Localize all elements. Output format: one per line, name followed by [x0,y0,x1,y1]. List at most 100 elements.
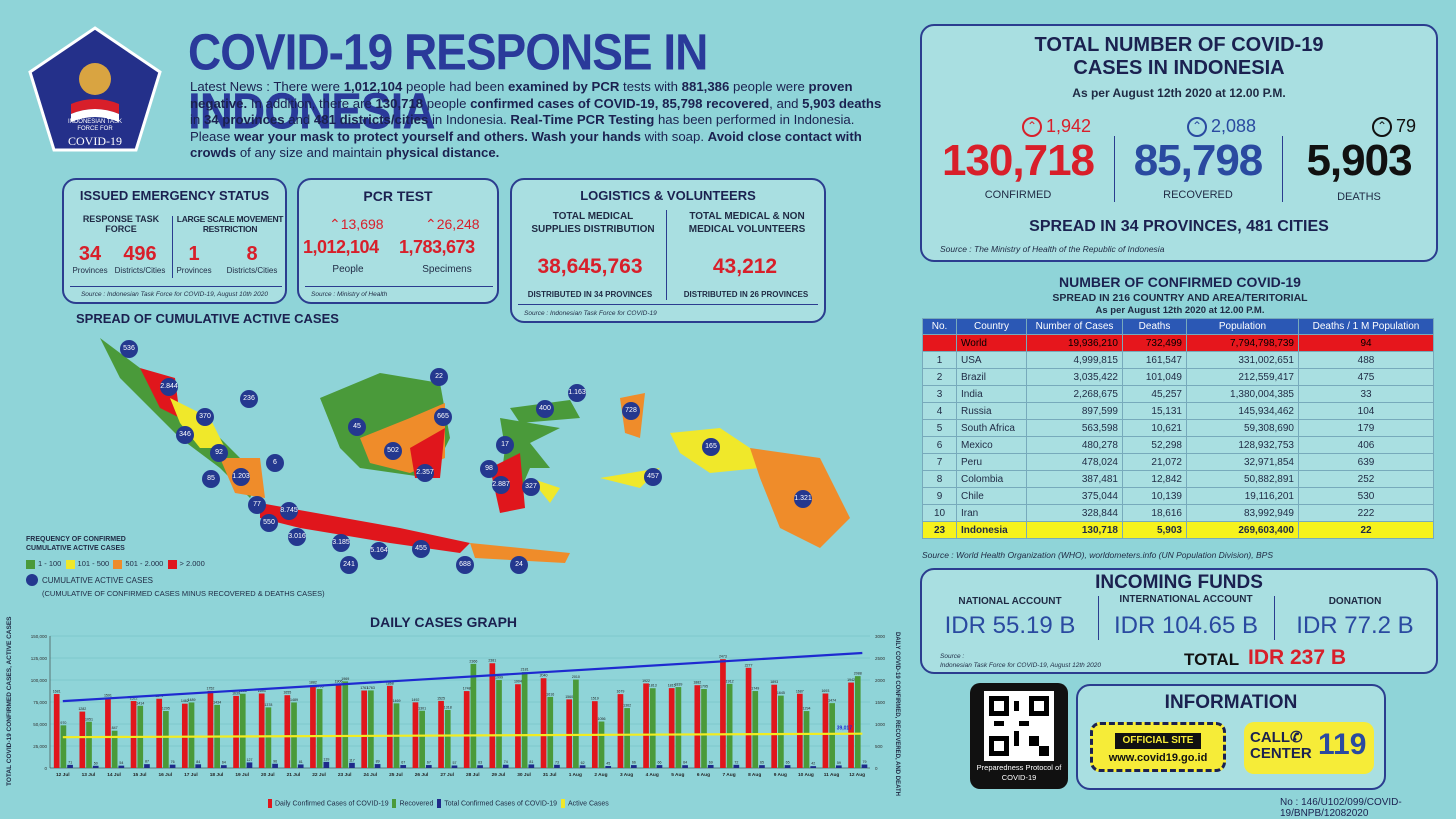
bar [386,685,393,768]
bar [649,688,656,768]
data-label: 1942 [847,678,855,682]
world-table: No. Country Number of Cases Deaths Popul… [922,318,1434,539]
bar [67,764,73,768]
map-dot: 8.745 [280,502,298,520]
national-account-value: IDR 55.19 B [944,612,1076,639]
data-label: 970 [60,721,66,725]
map-dot: 92 [210,444,228,462]
bar [220,765,227,768]
table-row: World 19,936,210 732,499 7,794,798,739 94 [922,334,1434,352]
official-site-url[interactable]: www.covid19.go.id [1108,752,1208,764]
map-dot: 455 [412,540,430,558]
data-label: 1462 [181,699,189,703]
data-label: 66 [657,761,661,765]
x-tick-label: 10 Aug [798,772,814,778]
x-tick-label: 18 Jul [210,772,224,778]
official-site-label: OFFICIAL SITE [1115,733,1201,749]
bar [463,691,470,768]
data-label: 1813 [649,684,657,688]
x-tick-label: 27 Jul [440,772,454,778]
confirmed-label: CONFIRMED [984,189,1052,201]
bar [515,684,521,768]
x-tick-label: 30 Jul [517,772,531,778]
data-label: 69 [709,760,713,764]
bar [316,689,323,768]
funds-panel: INCOMING FUNDS NATIONAL ACCOUNT INTERNAT… [920,568,1438,674]
confirmed-increase: ⌃ 1,942 [1022,116,1091,138]
bar [349,762,355,768]
legend-swatch [392,799,397,808]
bar [86,721,92,768]
table-header: Country [956,318,1027,335]
data-label: 42 [811,762,815,766]
totals-title: TOTAL NUMBER OF COVID-19 CASES IN INDONES… [1034,34,1324,79]
bar [425,765,432,768]
call-center-label: CALL✆ CENTER [1250,729,1312,762]
increase-arrow-icon: ⌃ [425,216,437,232]
map-dot: 457 [644,468,662,486]
bar [265,707,272,768]
recovered-label: RECOVERED [1163,189,1233,201]
bar [540,678,547,768]
data-label: 73 [555,760,559,764]
bar [470,663,477,768]
recovered-value: 85,798 [1133,136,1264,185]
pcr-specimen-label: Specimens [422,264,472,275]
call-center-button[interactable]: CALL✆ CENTER 119 [1244,722,1374,774]
data-label: 2381 [488,659,496,663]
data-label: 1893 [770,680,778,684]
daily-cases-chart: 150,000 3000 125,000 2500 100,000 2000 75,000 1… [31,634,886,778]
data-label: 1282 [78,707,86,711]
y-tick-left: 25,000 [33,744,47,749]
qr-code-card[interactable]: Preparedness Protocol of COVID-19 [970,683,1068,789]
bar [130,701,137,768]
table-row: 10 Iran 328,844 18,616 83,992,949 222 [922,504,1434,522]
bar [668,688,675,768]
data-label: 2088 [854,672,862,676]
data-label: 1474 [828,699,836,703]
official-site-button[interactable]: OFFICIAL SITE www.covid19.go.id [1090,722,1226,772]
data-label: 2277 [745,663,753,667]
bar [79,711,86,768]
label-provinces: Provinces [72,266,108,275]
bar [605,766,612,768]
data-label: 67 [401,761,405,765]
data-label: 59 [837,761,841,765]
bar [258,693,265,768]
document-number: No : 146/U102/099/COVID-19/BNPB/12082020 [1280,797,1402,819]
world-title: NUMBER OF CONFIRMED COVID-19 [1059,274,1301,290]
data-label: 1655 [283,691,291,695]
phone-icon: ✆ [1290,729,1303,746]
movement-restriction-header: LARGE SCALE MOVEMENT RESTRICTION [176,214,284,234]
data-label: 1056 [598,717,606,721]
legend-swatch [65,559,75,569]
map-dot: 550 [260,514,278,532]
bar [745,667,752,768]
bar [733,764,740,768]
bar [643,683,649,768]
volunteers-header: TOTAL MEDICAL & NON MEDICAL VOLUNTEERS [688,211,806,235]
x-tick-label: 13 Jul [82,772,96,778]
data-label: 1295 [162,707,170,711]
data-label: 64 [683,761,687,765]
bar [778,695,784,768]
pcr-specimen-value: 1,783,673 [399,237,475,257]
world-subtitle: SPREAD IN 216 COUNTRY AND AREA/TERITORIA… [1052,292,1308,304]
map-dot: 165 [702,438,720,456]
international-account-header: INTERNATIONAL ACCOUNT [1119,594,1253,605]
graph-title: DAILY CASES GRAPH [370,614,518,630]
emergency-source: Source : Indonesian Task Force for COVID… [80,291,269,298]
bar [854,676,861,768]
totals-asof: As per August 12th 2020 at 12.00 P.M. [1072,86,1286,100]
legend-dot-icon [26,574,38,586]
bar [656,765,663,768]
bar [284,695,291,768]
increase-arrow-icon: ⌃ [1022,117,1042,138]
bar [368,690,374,768]
world-asof: As per August 12th 2020 at 12.00 P.M. [1095,305,1265,316]
data-label: 1522 [130,697,138,701]
bar [342,681,349,768]
map-dot: 346 [176,426,194,444]
total-confirmed-line [62,651,863,703]
x-tick-label: 4 Aug [646,772,659,778]
